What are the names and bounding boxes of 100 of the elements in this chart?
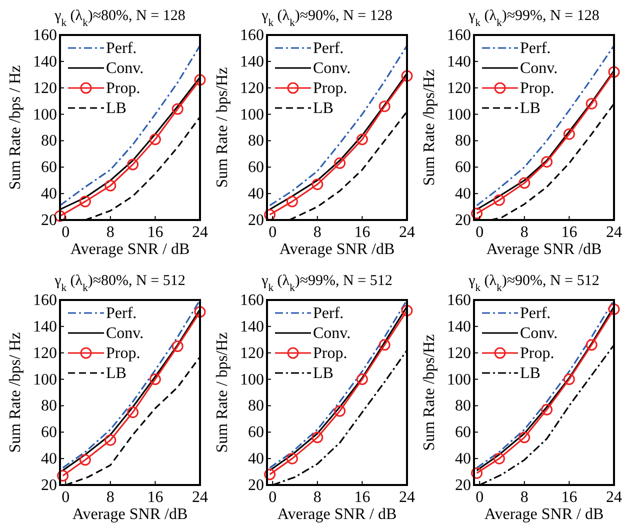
point — [79, 454, 91, 466]
y-tick-label: 80 — [455, 132, 471, 150]
point — [127, 406, 139, 418]
x-tick-label: 16 — [147, 224, 164, 241]
point — [104, 180, 116, 192]
x-tick-label: 16 — [147, 489, 164, 506]
legend-label: LB — [106, 100, 126, 117]
y-tick-label: 100 — [240, 106, 264, 124]
y-tick-label: 60 — [41, 159, 57, 176]
y-tick-label: 40 — [41, 186, 57, 203]
legend-label: Prop. — [106, 80, 140, 97]
point — [518, 177, 530, 189]
x-tick-label: 16 — [354, 489, 370, 506]
y-tick-label: 140 — [240, 53, 264, 70]
legend-label: LB — [313, 365, 334, 382]
y-tick-label: 140 — [240, 318, 264, 336]
point — [312, 432, 324, 444]
point — [334, 157, 346, 169]
point — [586, 98, 598, 110]
y-tick-label: 20 — [455, 212, 471, 229]
x-tick-label: 0 — [62, 224, 70, 241]
legend-label: Conv. — [313, 325, 351, 342]
x-axis-title: Average SNR / dB — [70, 241, 190, 258]
point — [286, 452, 298, 464]
y-tick-label: 20 — [248, 212, 264, 229]
y-tick-label: 100 — [447, 106, 471, 124]
x-tick-label: 0 — [476, 224, 484, 241]
point — [541, 156, 553, 168]
y-axis-title: Sum Rate /bps/Hz — [421, 69, 438, 186]
y-tick-label: 20 — [41, 212, 57, 229]
point — [57, 470, 69, 482]
y-tick-label: 120 — [33, 80, 57, 97]
point — [471, 467, 483, 479]
x-tick-label: 16 — [561, 224, 578, 241]
y-tick-label: 160 — [33, 27, 57, 44]
point — [608, 304, 620, 315]
y-tick-label: 140 — [33, 318, 57, 336]
x-tick-label: 24 — [399, 489, 415, 506]
y-tick-label: 100 — [240, 371, 264, 388]
y-tick-label: 20 — [41, 477, 57, 494]
y-tick-label: 40 — [455, 186, 471, 203]
legend-label: Prop. — [520, 345, 554, 362]
y-axis-title: Sum Rate / bps/Hz — [214, 332, 231, 453]
point — [334, 405, 346, 417]
y-tick-label: 160 — [240, 27, 264, 44]
x-tick-label: 0 — [476, 489, 484, 506]
legend-label: Conv. — [520, 60, 558, 77]
point — [493, 452, 505, 464]
y-tick-label: 140 — [447, 53, 471, 70]
x-tick-label: 8 — [313, 489, 322, 506]
legend-label: LB — [520, 365, 540, 382]
y-tick-label: 60 — [248, 424, 264, 442]
x-tick-label: 16 — [354, 224, 370, 241]
point — [104, 434, 116, 446]
x-axis-title: Average SNR / dB — [484, 506, 604, 523]
y-tick-label: 20 — [455, 477, 471, 494]
point — [493, 194, 505, 206]
chart-title: γ$_{k}$ (λ$_{k}$)≈99%, N = 128 — [468, 8, 600, 28]
legend-label: Perf. — [520, 305, 551, 322]
point — [541, 404, 553, 416]
chart-title: γ$_{k}$ (λ$_{k}$)≈99%, N = 512 — [260, 273, 392, 294]
y-tick-label: 160 — [447, 292, 471, 309]
legend-label: LB — [520, 100, 540, 117]
x-tick-label: 24 — [606, 224, 622, 241]
y-tick-label: 120 — [240, 80, 264, 97]
y-tick-label: 80 — [455, 398, 471, 415]
x-tick-label: 8 — [520, 489, 528, 506]
y-tick-label: 60 — [41, 424, 57, 442]
x-tick-label: 8 — [520, 224, 528, 241]
point — [149, 134, 161, 146]
point — [172, 103, 184, 115]
x-tick-label: 8 — [106, 489, 114, 506]
y-tick-label: 120 — [447, 80, 471, 97]
point — [264, 468, 276, 480]
x-tick-label: 8 — [106, 224, 114, 241]
x-tick-label: 8 — [313, 224, 322, 241]
chart-title: γ$_{k}$ (λ$_{k}$)≈80%, N = 128 — [54, 8, 186, 28]
x-tick-label: 24 — [399, 224, 415, 241]
y-tick-label: 60 — [455, 159, 471, 176]
chart-title: γ$_{k}$ (λ$_{k}$)≈90%, N = 128 — [260, 8, 392, 28]
point — [127, 158, 139, 170]
legend-label: Perf. — [313, 305, 344, 322]
legend-label: Perf. — [106, 40, 137, 57]
legend-label: Prop. — [106, 345, 140, 362]
x-tick-label: 0 — [62, 489, 70, 506]
x-tick-label: 0 — [268, 224, 277, 241]
x-axis-title: Average SNR /dB — [279, 241, 395, 258]
point — [563, 128, 575, 140]
legend-label: Prop. — [313, 345, 348, 362]
point — [194, 306, 206, 318]
legend-label: Prop. — [313, 80, 348, 97]
point — [401, 70, 413, 82]
legend-label: Conv. — [106, 325, 144, 342]
y-tick-label: 140 — [447, 318, 471, 336]
point — [356, 374, 368, 386]
point — [378, 339, 390, 351]
y-tick-label: 60 — [455, 424, 471, 442]
y-axis-title: Sum Rate /bps / Hz — [7, 65, 24, 190]
y-tick-label: 100 — [33, 106, 57, 124]
point — [378, 100, 390, 112]
